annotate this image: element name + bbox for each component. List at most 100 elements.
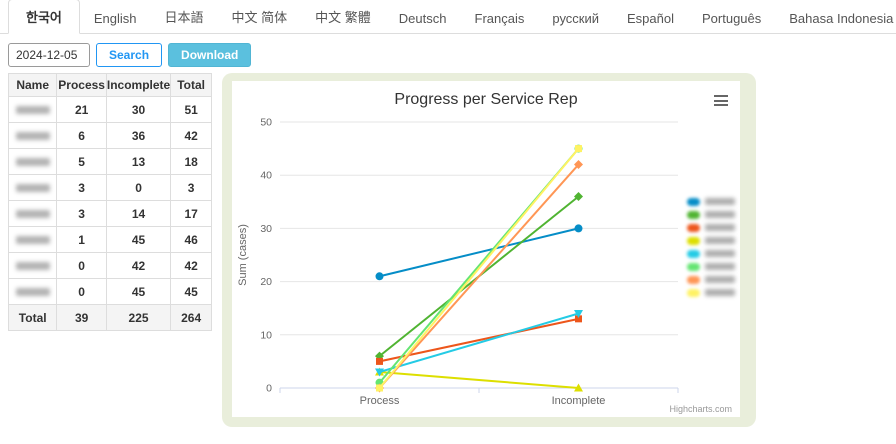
total-cell: 3 (170, 174, 212, 201)
language-tabbar: 한국어 English 日本語 中文 简体 中文 繁體 Deutsch Français ру… (0, 0, 896, 34)
legend-marker-icon (687, 223, 700, 232)
y-tick-label: 30 (260, 223, 272, 235)
incomplete-cell: 0 (105, 174, 172, 201)
data-point-marker[interactable] (575, 315, 582, 323)
process-cell: 0 (56, 278, 107, 305)
legend-label-redacted (705, 276, 735, 283)
search-controls: Search Download (8, 43, 896, 67)
chart-plot-area: 0 10 20 30 40 50 Process Incomplete Sum (cases) (237, 117, 679, 407)
total-value-cell: 264 (170, 304, 212, 331)
table-header-total: Total (170, 73, 212, 97)
table-total-row: Total 39 225 264 (7, 304, 212, 331)
legend-marker-icon (687, 275, 700, 284)
legend-marker-icon (687, 249, 700, 258)
series-line (379, 227, 579, 278)
table-row: 5 13 18 (7, 148, 212, 175)
highcharts-credits[interactable]: Highcharts.com (669, 404, 732, 414)
tab-language-5[interactable]: Deutsch (398, 11, 447, 26)
table-header-process: Process (56, 73, 107, 97)
data-point-marker[interactable] (574, 224, 583, 233)
legend-item-1[interactable] (687, 210, 735, 219)
tab-language-10[interactable]: Bahasa Indonesia (789, 11, 894, 26)
legend-item-6[interactable] (687, 275, 735, 284)
name-cell-redacted (7, 278, 58, 305)
y-tick-label: 10 (260, 329, 272, 341)
tab-language-0[interactable]: 한국어 (8, 0, 80, 34)
tab-language-1[interactable]: English (93, 11, 137, 26)
tab-language-6[interactable]: Français (474, 11, 525, 26)
series-line (378, 163, 580, 389)
process-cell: 3 (56, 200, 107, 227)
redacted-name-blob (15, 157, 50, 166)
total-cell: 18 (170, 148, 212, 175)
table-row: 1 45 46 (7, 226, 212, 253)
tab-language-2[interactable]: 日本語 (164, 10, 204, 25)
redacted-name-blob (15, 287, 50, 296)
y-tick-label: 50 (260, 117, 272, 129)
chart-menu-icon[interactable] (714, 95, 728, 106)
legend-marker-icon (687, 262, 700, 271)
report-table: Name Process Incomplete Total 21 30 51 6 36 42 5 1… (7, 73, 212, 331)
process-cell: 3 (56, 174, 107, 201)
date-input[interactable] (8, 43, 90, 67)
total-label-cell: Total (7, 304, 58, 331)
incomplete-cell: 45 (105, 278, 172, 305)
data-point-marker[interactable] (575, 145, 582, 153)
legend-label-redacted (705, 289, 735, 296)
total-cell: 42 (170, 252, 212, 279)
legend-marker-icon (687, 288, 700, 297)
tab-language-8[interactable]: Español (627, 11, 674, 26)
total-value-cell: 39 (56, 304, 107, 331)
legend-item-2[interactable] (687, 223, 735, 232)
process-cell: 6 (56, 122, 107, 149)
legend-label-redacted (705, 263, 735, 270)
legend-item-3[interactable] (687, 236, 735, 245)
total-value-cell: 225 (105, 304, 172, 331)
data-point-marker[interactable] (376, 357, 383, 365)
x-category-label: Incomplete (552, 395, 606, 407)
redacted-name-blob (15, 209, 50, 218)
legend-label-redacted (705, 237, 735, 244)
chart-legend (687, 197, 735, 297)
series-line (379, 371, 579, 389)
legend-item-4[interactable] (687, 249, 735, 258)
total-cell: 42 (170, 122, 212, 149)
series-line (378, 147, 580, 389)
table-row: 6 36 42 (7, 122, 212, 149)
process-cell: 1 (56, 226, 107, 253)
tab-language-3[interactable]: 中文 简体 (231, 10, 288, 25)
chart-panel: Progress per Service Rep 0 10 20 30 40 50 Proc… (222, 73, 756, 427)
legend-item-0[interactable] (687, 197, 735, 206)
data-point-marker[interactable] (574, 310, 583, 319)
tab-language-4[interactable]: 中文 繁體 (315, 10, 371, 25)
redacted-name-blob (15, 235, 50, 244)
tab-language-9[interactable]: Português (702, 11, 762, 26)
y-tick-label: 0 (266, 383, 272, 395)
y-axis-title: Sum (cases) (237, 224, 249, 286)
legend-label-redacted (705, 198, 735, 205)
data-point-marker[interactable] (574, 191, 583, 201)
download-button[interactable]: Download (168, 43, 252, 67)
incomplete-cell: 14 (105, 200, 172, 227)
y-tick-label: 20 (260, 276, 272, 288)
data-point-marker[interactable] (574, 383, 583, 392)
tab-language-7[interactable]: русский (552, 11, 600, 26)
data-point-marker[interactable] (375, 272, 384, 281)
legend-item-7[interactable] (687, 288, 735, 297)
search-button[interactable]: Search (96, 43, 163, 67)
incomplete-cell: 13 (105, 148, 172, 175)
total-cell: 45 (170, 278, 212, 305)
legend-marker-icon (687, 197, 700, 206)
y-tick-label: 40 (260, 170, 272, 182)
chart-container: Progress per Service Rep 0 10 20 30 40 50 Proc… (232, 81, 740, 417)
data-point-marker[interactable] (574, 160, 583, 170)
legend-item-5[interactable] (687, 262, 735, 271)
data-point-marker[interactable] (376, 384, 383, 392)
incomplete-cell: 42 (105, 252, 172, 279)
data-point-marker[interactable] (375, 368, 384, 377)
name-cell-redacted (7, 96, 58, 123)
table-row: 0 42 42 (7, 252, 212, 279)
table-row: 3 14 17 (7, 200, 212, 227)
table-header-name: Name (7, 73, 58, 97)
incomplete-cell: 36 (105, 122, 172, 149)
